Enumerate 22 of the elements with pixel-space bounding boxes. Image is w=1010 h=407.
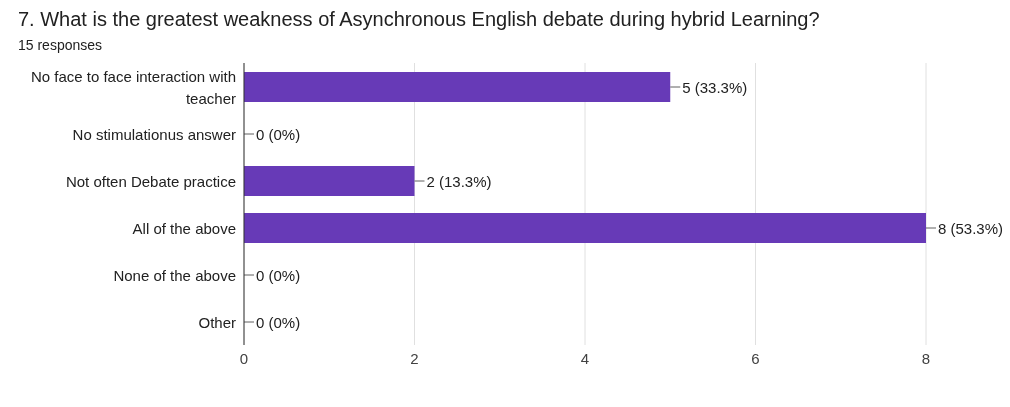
data-label: 0 (0%) (256, 313, 301, 331)
data-label: 2 (13.3%) (426, 172, 492, 190)
x-tick-label: 2 (410, 349, 419, 367)
x-tick-label: 8 (921, 349, 931, 367)
y-tick-label: Not often Debate practice (65, 172, 236, 189)
y-tick-label: Other (198, 313, 236, 330)
bar (244, 166, 415, 196)
bar (244, 72, 671, 102)
x-tick-label: 0 (239, 349, 249, 367)
chart-title: 7. What is the greatest weakness of Asynchronous English debate during hybrid Learning? (18, 8, 821, 31)
x-tick-label: 4 (580, 349, 590, 367)
text: 15 responses (18, 37, 104, 53)
y-tick-label: No face to face interaction with teacher (30, 67, 236, 106)
x-tick-label: 6 (751, 349, 760, 367)
y-tick-label: All of the above (132, 219, 236, 236)
y-tick-label: None of the above (113, 266, 236, 283)
data-label: 5 (33.3%) (682, 78, 748, 96)
data-label: 8 (53.3%) (938, 219, 1004, 237)
bar (244, 213, 926, 243)
data-label: 0 (0%) (256, 266, 301, 284)
data-label: 0 (0%) (256, 125, 301, 143)
y-tick-label: No stimulationus answer (72, 125, 236, 142)
